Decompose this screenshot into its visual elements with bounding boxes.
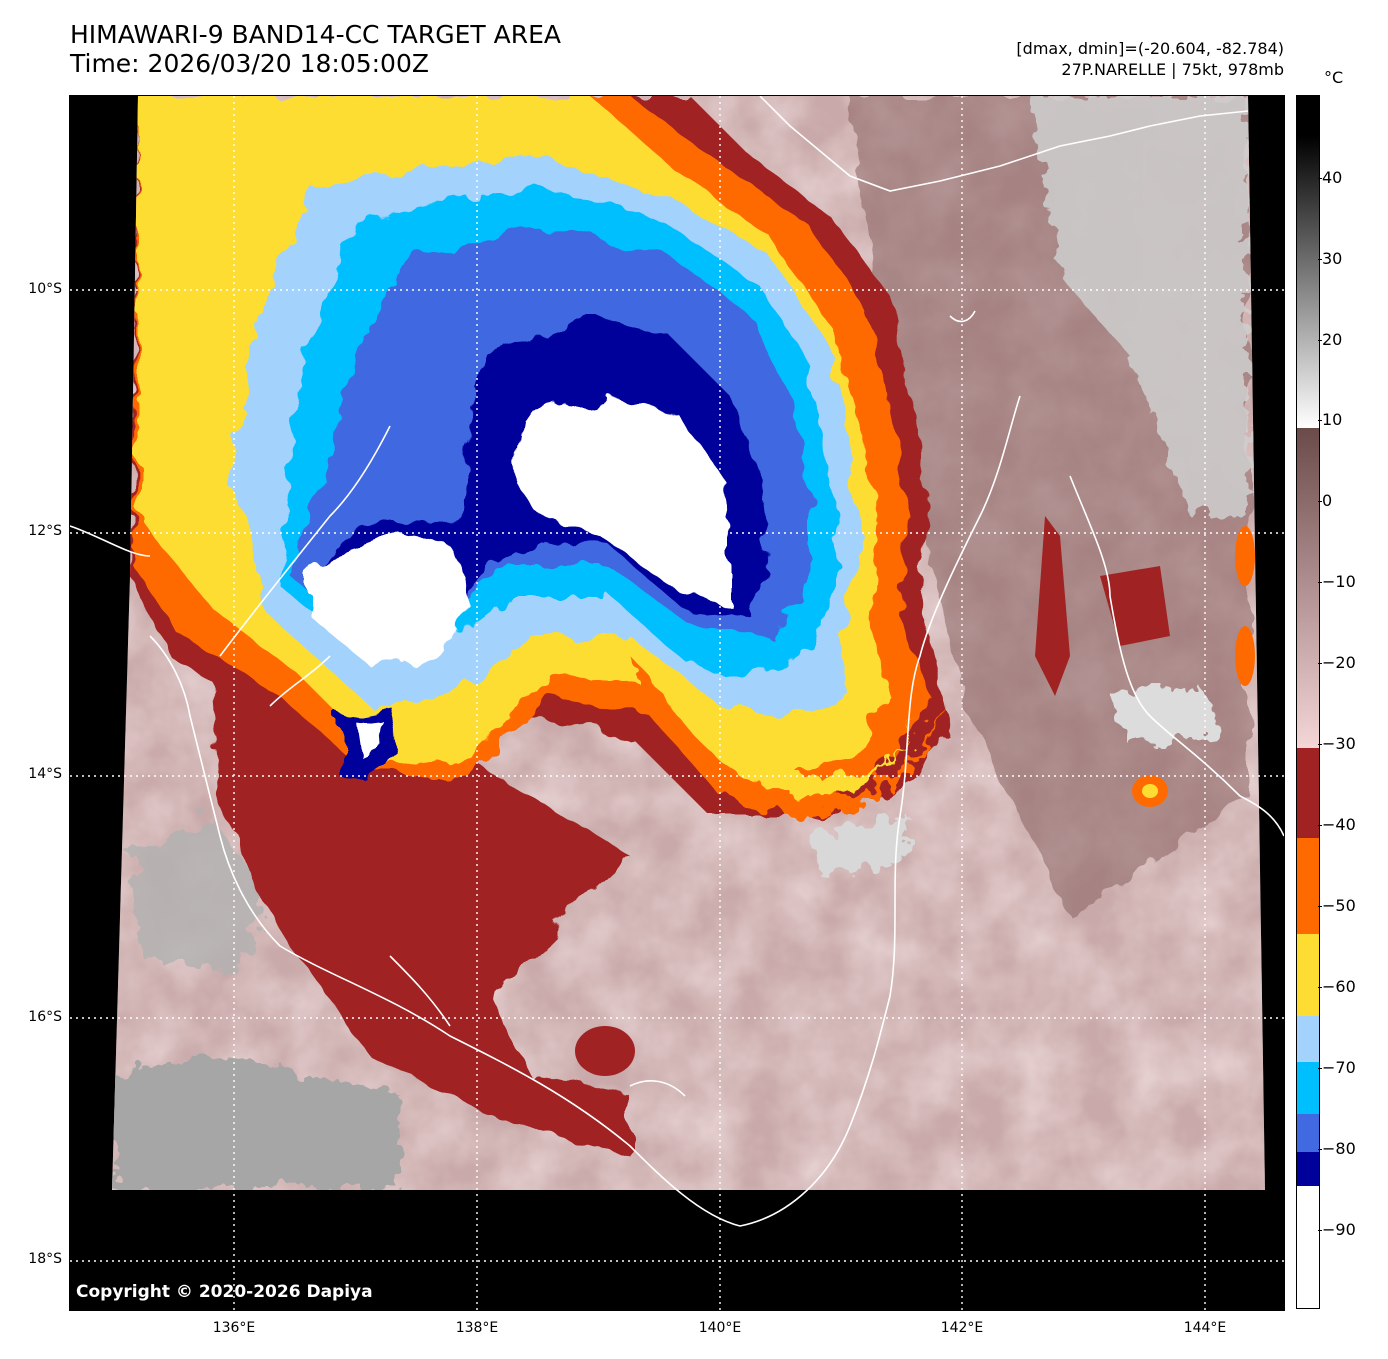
gridlines: [70, 96, 1284, 1310]
cell-2: [1235, 526, 1255, 586]
cell-line-4: [1035, 516, 1070, 696]
colorbar-tick-minus10: −10: [1318, 572, 1356, 591]
clear-sky-ne: [1030, 96, 1248, 516]
colorbar-tick-minus20: −20: [1318, 653, 1356, 672]
lon-tick-144e: 144°E: [1183, 1320, 1227, 1336]
colorbar-unit: °C: [1324, 68, 1344, 87]
lon-tick-142e: 142°E: [940, 1320, 984, 1336]
clear-sky-west: [130, 816, 270, 976]
storm-info-label: 27P.NARELLE | 75kt, 978mb: [1061, 60, 1284, 79]
spiral-band-inner: [650, 676, 920, 796]
band-minus40-sw: [210, 656, 630, 1156]
cell-6: [575, 1026, 635, 1076]
clear-patch-2: [1110, 686, 1220, 746]
clear-sky-sw: [112, 1056, 400, 1190]
lat-tick-18s: 18°S: [28, 1251, 62, 1267]
colorbar: [1296, 95, 1320, 1309]
chart-title: HIMAWARI-9 BAND14-CC TARGET AREA Time: 2…: [70, 20, 561, 78]
lon-tick-136e: 136°E: [212, 1320, 256, 1336]
colorbar-gradient: [1297, 96, 1319, 1308]
lon-tick-138e: 138°E: [455, 1320, 499, 1336]
spiral-band: [630, 656, 940, 818]
lon-tick-140e: 140°E: [698, 1320, 742, 1336]
cell-3: [1235, 626, 1255, 686]
title-line-1: HIMAWARI-9 BAND14-CC TARGET AREA: [70, 20, 562, 49]
lat-tick-14s: 14°S: [28, 766, 62, 782]
copyright-label: Copyright © 2020-2026 Dapiya: [76, 1282, 373, 1302]
colorbar-tick-0: 0: [1317, 491, 1333, 510]
map-canvas: [70, 96, 1284, 1310]
lat-tick-16s: 16°S: [28, 1009, 62, 1025]
colorbar-tick-40: 40: [1317, 168, 1343, 187]
colorbar-tick-10: 10: [1317, 410, 1343, 429]
clear-patch-1: [810, 816, 910, 876]
colorbar-tick-minus70: −70: [1318, 1058, 1356, 1077]
colorbar-tick-minus60: −60: [1318, 977, 1356, 996]
colorbar-tick-20: 20: [1317, 330, 1343, 349]
colorbar-tick-minus40: −40: [1318, 815, 1356, 834]
title-line-2: Time: 2026/03/20 18:05:00Z: [70, 49, 429, 78]
imagery-swath: [112, 96, 1265, 1190]
lat-tick-12s: 12°S: [28, 523, 62, 539]
cloud-shield: [130, 96, 950, 816]
colorbar-tick-30: 30: [1317, 249, 1343, 268]
dmax-dmin-label: [dmax, dmin]=(-20.604, -82.784): [1016, 39, 1284, 58]
satellite-map[interactable]: Copyright © 2020-2026 Dapiya: [69, 95, 1285, 1311]
cell-1-core: [1142, 784, 1158, 798]
colorbar-tick-minus90: −90: [1318, 1220, 1356, 1239]
colorbar-tick-minus80: −80: [1318, 1139, 1356, 1158]
colorbar-tick-minus30: −30: [1318, 734, 1356, 753]
lat-tick-10s: 10°S: [28, 281, 62, 297]
coastlines: [70, 96, 1284, 1227]
cell-5: [1100, 566, 1170, 646]
colorbar-tick-minus50: −50: [1318, 896, 1356, 915]
storm-meta: [dmax, dmin]=(-20.604, -82.784) 27P.NARE…: [1016, 38, 1284, 80]
